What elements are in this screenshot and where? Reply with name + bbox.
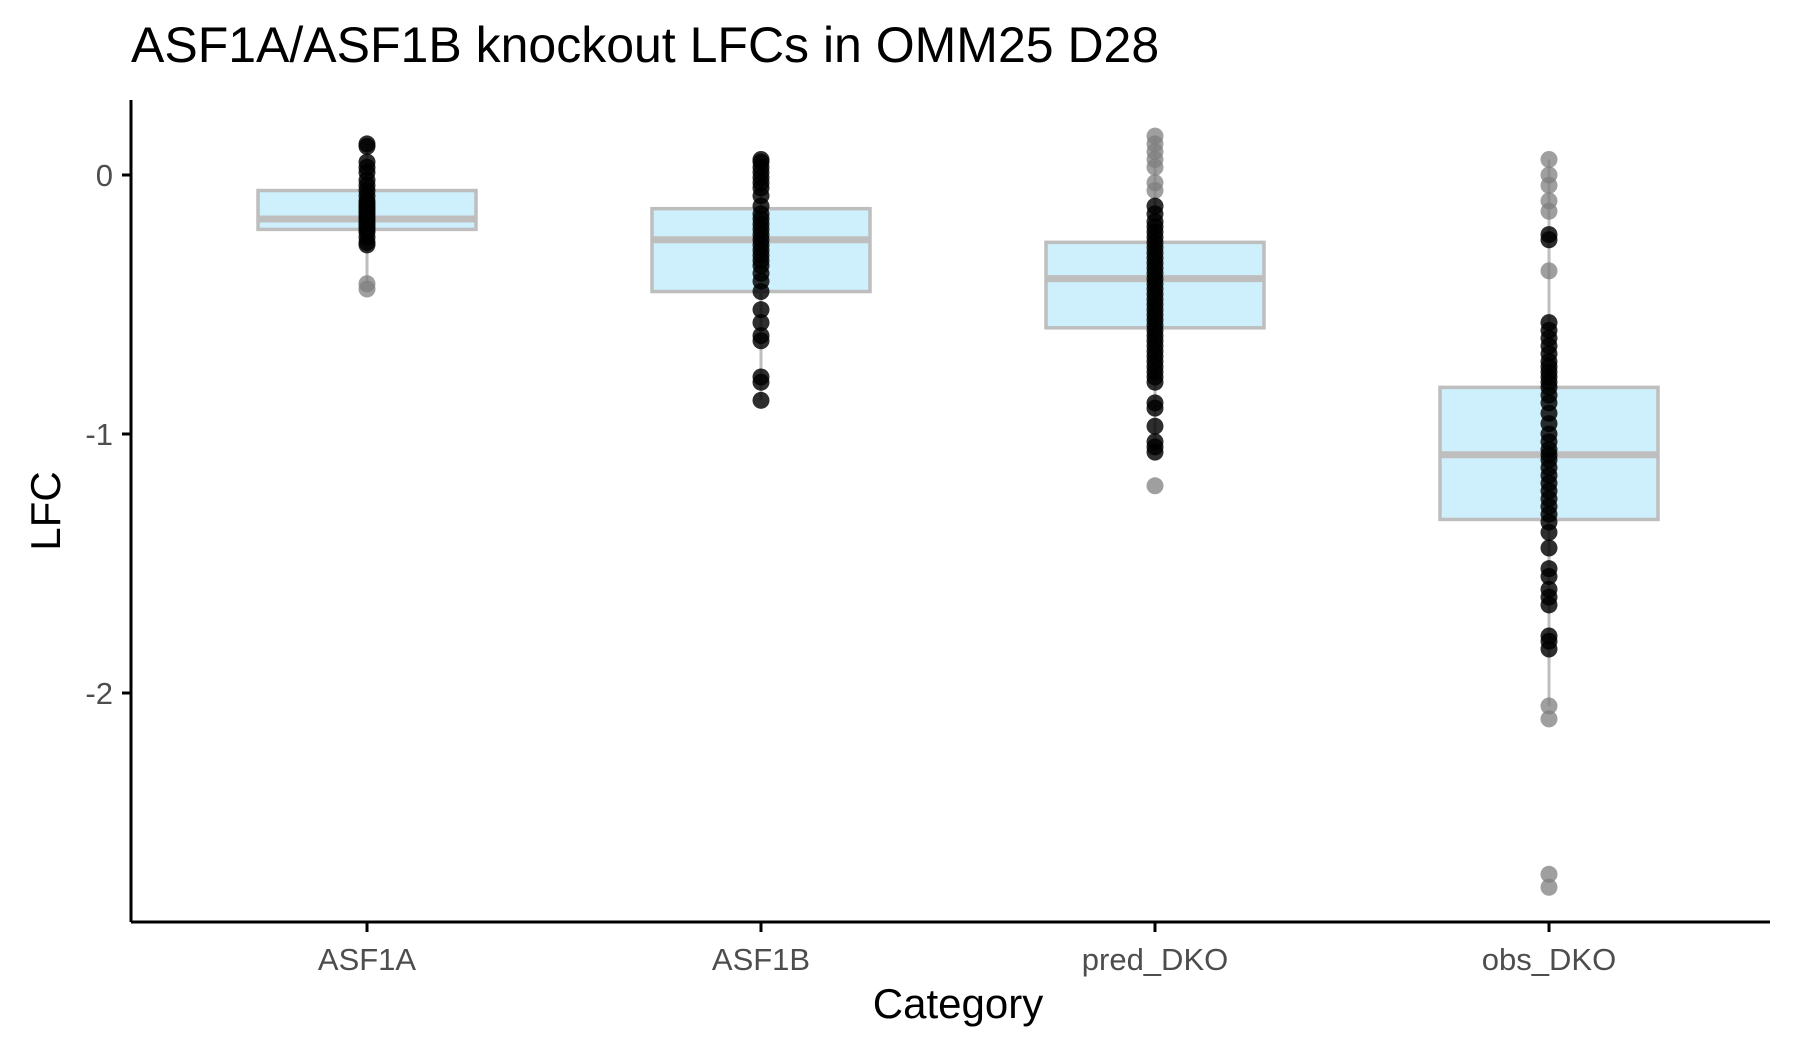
data-point-pred-dko — [1147, 477, 1164, 494]
chart-title: ASF1A/ASF1B knockout LFCs in OMM25 D28 — [131, 17, 1159, 73]
x-ticks: ASF1A ASF1B pred_DKO obs_DKO — [318, 922, 1616, 977]
data-point-obs-dko — [1541, 262, 1558, 279]
data-point-obs-dko — [1541, 710, 1558, 727]
y-tick-label: -1 — [85, 417, 113, 452]
x-tick-label: obs_DKO — [1482, 942, 1616, 977]
data-point-obs-dko — [1541, 879, 1558, 896]
y-tick-label: -2 — [85, 676, 113, 711]
data-point-asf1b — [753, 392, 770, 409]
data-point-pred-dko — [1147, 159, 1164, 176]
data-point-obs-dko — [1541, 231, 1558, 248]
data-point-asf1b — [753, 374, 770, 391]
points-layer — [359, 128, 1558, 896]
x-tick-label: pred_DKO — [1082, 942, 1228, 977]
data-point-asf1b — [753, 283, 770, 300]
x-tick-label: ASF1B — [712, 942, 810, 977]
data-point-obs-dko — [1541, 177, 1558, 194]
data-point-obs-dko — [1541, 524, 1558, 541]
data-point-pred-dko — [1147, 400, 1164, 417]
data-point-pred-dko — [1147, 182, 1164, 199]
data-point-asf1a — [359, 138, 376, 155]
boxes-layer — [258, 136, 1658, 706]
y-ticks: 0 -1 -2 — [85, 158, 131, 711]
data-point-obs-dko — [1541, 151, 1558, 168]
data-point-pred-dko — [1147, 444, 1164, 461]
data-point-asf1a — [359, 280, 376, 297]
y-tick-label: 0 — [96, 158, 113, 193]
y-axis-title: LFC — [22, 471, 69, 550]
data-point-asf1b — [753, 332, 770, 349]
data-point-obs-dko — [1541, 640, 1558, 657]
data-point-pred-dko — [1147, 418, 1164, 435]
data-point-asf1a — [359, 236, 376, 253]
data-point-obs-dko — [1541, 539, 1558, 556]
x-tick-label: ASF1A — [318, 942, 417, 977]
data-point-pred-dko — [1147, 374, 1164, 391]
data-point-obs-dko — [1541, 596, 1558, 613]
x-axis-title: Category — [873, 980, 1043, 1027]
data-point-obs-dko — [1541, 203, 1558, 220]
